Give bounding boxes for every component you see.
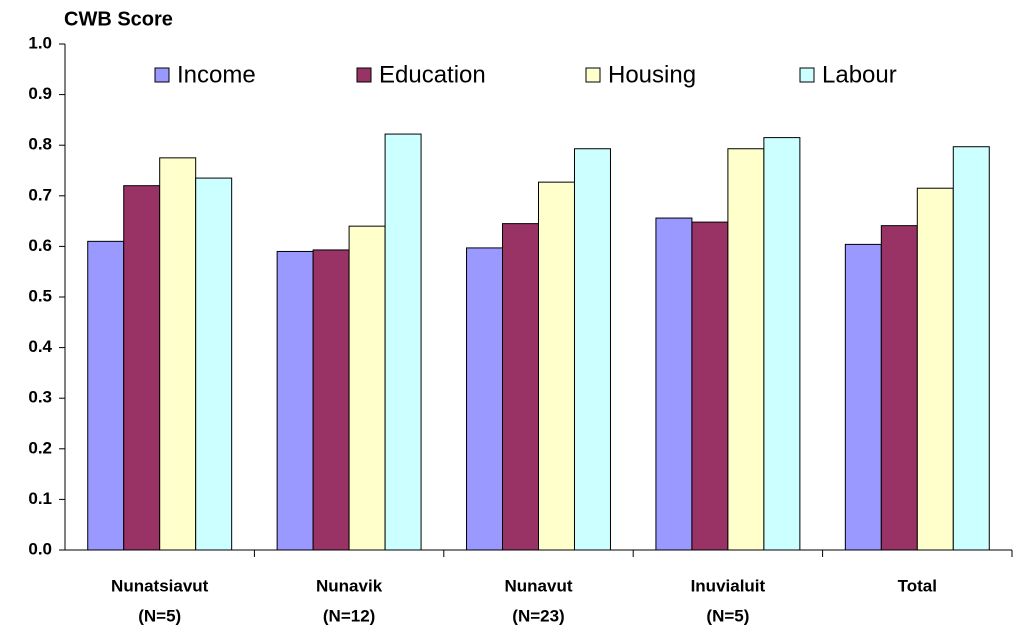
bar [916,187,954,551]
x-tick-label: Inuvialuit [691,576,766,595]
legend-swatch [585,67,601,83]
bar [691,221,729,551]
x-tick-label: Nunatsiavut [111,576,209,595]
y-tick-label: 0.2 [28,438,52,457]
y-tick-label: 0.3 [28,388,52,407]
bar [195,177,233,551]
x-tick-label: Total [898,576,937,595]
x-tick-label: Nunavik [316,576,383,595]
bar [727,148,765,551]
y-tick-label: 0.9 [28,84,52,103]
bar [502,223,540,551]
chart-title: CWB Score [64,8,173,30]
bar [159,157,197,551]
bar [844,243,882,551]
bar [123,185,161,551]
bar [763,137,801,551]
x-tick-label: (N=12) [323,606,375,625]
legend-label: Housing [608,61,696,88]
x-tick-label: (N=5) [706,606,749,625]
legend-swatch [154,67,170,83]
bar [466,247,504,551]
y-tick-label: 0.5 [28,286,52,305]
legend-label: Income [177,61,256,88]
bar [384,133,422,551]
bar [573,148,611,551]
bar [538,181,575,551]
bar [655,217,693,551]
bar [952,146,990,551]
y-tick-label: 0.1 [28,489,52,508]
y-tick-label: 0.6 [28,236,52,255]
x-tick-label: (N=23) [512,606,564,625]
bar [87,240,125,551]
bar [276,250,314,551]
y-tick-label: 0.7 [28,185,52,204]
y-tick-label: 0.0 [28,539,52,558]
legend-swatch [799,67,815,83]
bar [348,225,386,551]
y-tick-label: 1.0 [28,33,52,52]
y-tick-label: 0.8 [28,135,52,154]
x-tick-label: (N=5) [138,606,181,625]
bar [880,225,918,551]
legend-label: Labour [822,61,897,88]
legend-swatch [356,67,372,83]
bar [312,249,350,551]
y-tick-label: 0.4 [28,337,52,356]
legend-label: Education [379,61,486,88]
x-tick-label: Nunavut [505,576,573,595]
